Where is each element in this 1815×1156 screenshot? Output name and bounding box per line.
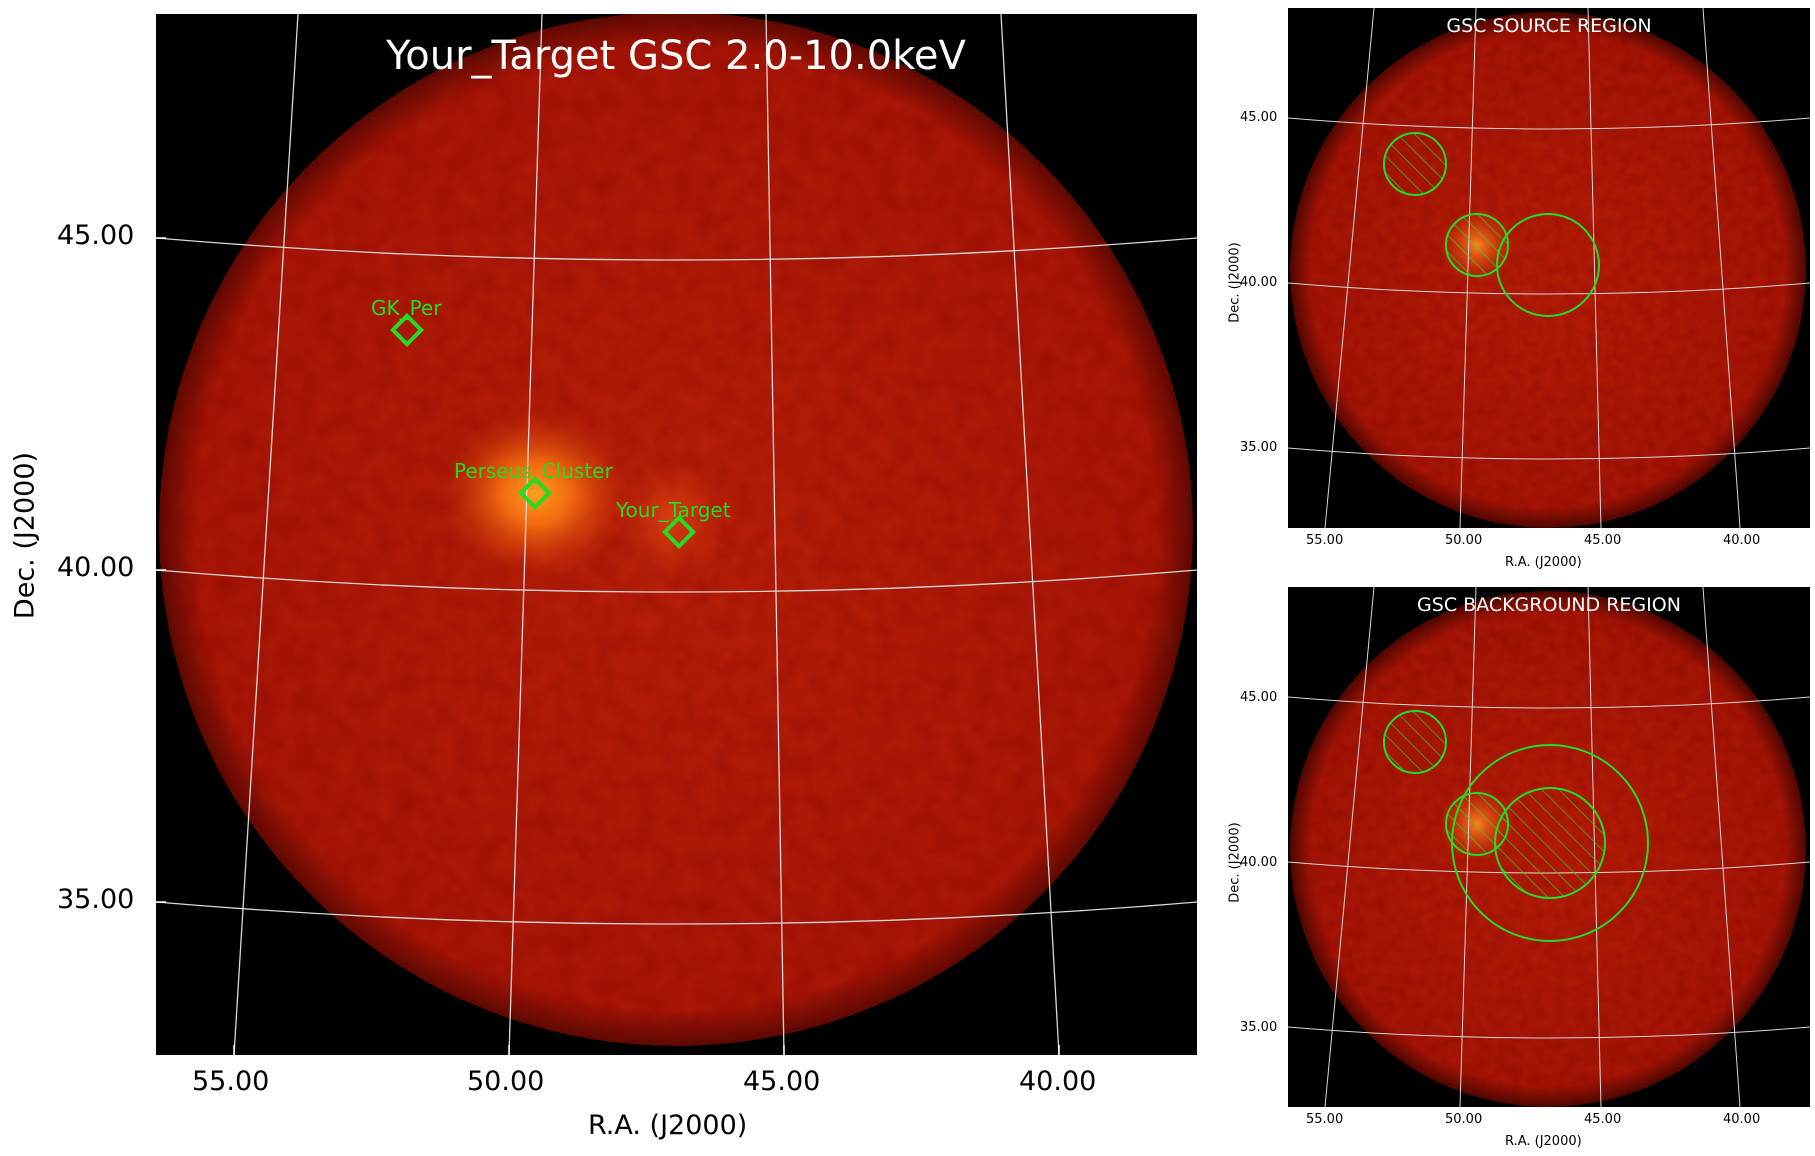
src-y-axis-label: Dec. (J2000) <box>1227 242 1243 323</box>
main-xtick-45: 45.00 <box>743 1066 821 1097</box>
source-region-image: GSC SOURCE REGION <box>1288 8 1810 528</box>
src-ytick-35: 35.00 <box>1240 440 1278 455</box>
gk-per-label: GK_Per <box>371 296 442 320</box>
bkg-x-axis-label: R.A. (J2000) <box>1505 1134 1582 1149</box>
main-x-axis-label: R.A. (J2000) <box>588 1110 748 1141</box>
src-xtick-45: 45.00 <box>1584 533 1622 548</box>
gk-per-marker <box>390 313 424 347</box>
bkg-ytick-45: 45.00 <box>1240 690 1278 705</box>
bkg-ytick-40: 40.00 <box>1240 855 1278 870</box>
main-xtick-40: 40.00 <box>1019 1066 1097 1097</box>
bkg-xtick-40: 40.00 <box>1723 1112 1761 1127</box>
main-ytick-35: 35.00 <box>57 884 135 915</box>
bkg-y-axis-label: Dec. (J2000) <box>1227 822 1243 903</box>
gk-per-exclusion-region-bkg <box>1383 710 1447 774</box>
main-xtick-55: 55.00 <box>192 1066 270 1097</box>
main-title: Your_Target GSC 2.0-10.0keV <box>385 33 966 79</box>
source-region-circle <box>1496 213 1600 317</box>
bkg-xtick-55: 55.00 <box>1306 1112 1344 1127</box>
src-xtick-40: 40.00 <box>1723 533 1761 548</box>
perseus-cluster-emission <box>441 409 631 579</box>
src-ytick-45: 45.00 <box>1240 110 1278 125</box>
src-xtick-55: 55.00 <box>1306 533 1344 548</box>
src-ytick-40: 40.00 <box>1240 275 1278 290</box>
perseus-cluster-marker <box>518 476 552 510</box>
gk-per-exclusion-region <box>1383 132 1447 196</box>
bkg-xtick-50: 50.00 <box>1445 1112 1483 1127</box>
background-annulus-outer <box>1451 744 1649 942</box>
coordinate-grid <box>156 14 1197 1055</box>
background-region-image: GSC BACKGROUND REGION <box>1288 587 1810 1107</box>
background-region-title: GSC BACKGROUND REGION <box>1417 594 1681 616</box>
main-ytick-45: 45.00 <box>57 220 135 251</box>
bkg-xtick-45: 45.00 <box>1584 1112 1622 1127</box>
src-x-axis-label: R.A. (J2000) <box>1505 555 1582 570</box>
main-xtick-50: 50.00 <box>467 1066 545 1097</box>
your-target-label: Your_Target <box>615 498 731 522</box>
frame-ticks <box>156 237 1060 1055</box>
your-target-marker <box>662 515 696 549</box>
source-exclusion-region-bkg <box>1494 787 1606 899</box>
bkg-ytick-35: 35.00 <box>1240 1020 1278 1035</box>
main-sky-image: GK_Per Perseus_Cluster Your_Target Your_… <box>156 14 1197 1055</box>
main-y-axis-label: Dec. (J2000) <box>9 451 41 620</box>
source-region-title: GSC SOURCE REGION <box>1446 15 1651 37</box>
perseus-exclusion-region <box>1445 213 1509 277</box>
main-ytick-40: 40.00 <box>57 552 135 583</box>
src-xtick-50: 50.00 <box>1445 533 1483 548</box>
perseus-cluster-label: Perseus_Cluster <box>454 459 613 483</box>
